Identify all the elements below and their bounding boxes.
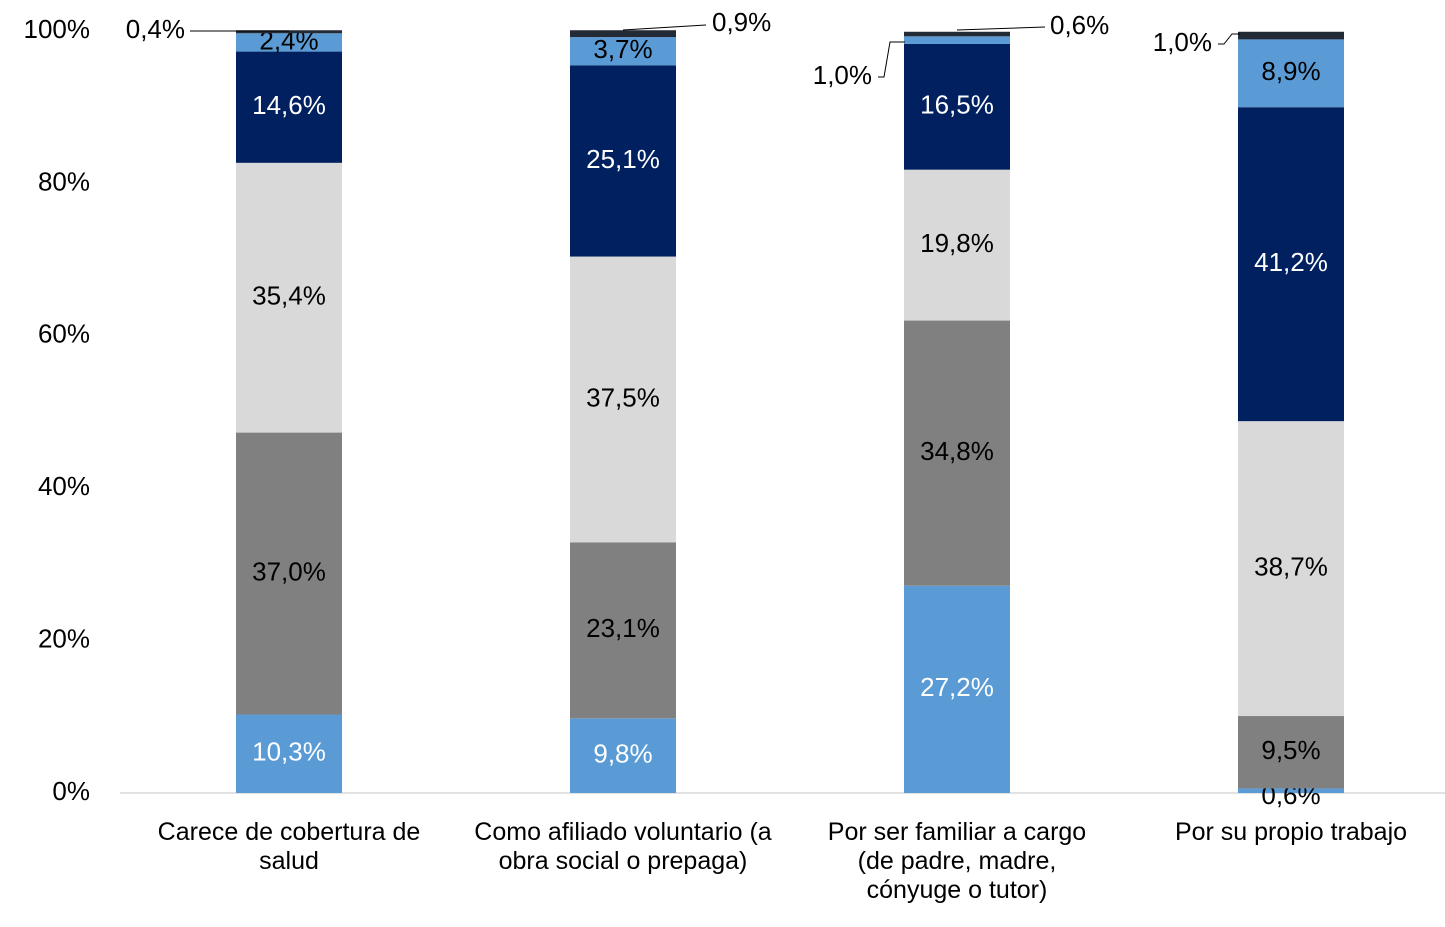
y-tick-label: 80%: [38, 166, 90, 196]
bar-segment: [570, 718, 676, 793]
value-label: 27,2%: [920, 672, 994, 702]
value-label: 10,3%: [252, 737, 326, 767]
leader-line: [878, 41, 905, 78]
bar-segment: [1238, 31, 1344, 40]
bar-segment: [570, 37, 676, 66]
bar-segment: [904, 169, 1010, 321]
value-label: 9,8%: [593, 739, 652, 769]
value-label: 3,7%: [593, 34, 652, 64]
bar-segment: [570, 256, 676, 543]
bar-segment: [570, 65, 676, 257]
value-label: 0,9%: [712, 7, 771, 37]
x-tick-label: Por ser familiar a cargo (de padre, madr…: [827, 818, 1087, 904]
bar-segment: [570, 30, 676, 38]
value-label: 34,8%: [920, 436, 994, 466]
value-label: 19,8%: [920, 228, 994, 258]
y-tick-label: 0%: [52, 776, 90, 806]
y-tick-label: 40%: [38, 471, 90, 501]
value-label: 0,6%: [1050, 10, 1109, 40]
leader-line: [956, 26, 1046, 31]
y-tick-label: 20%: [38, 623, 90, 653]
bar-segment: [1238, 716, 1344, 789]
value-label: 25,1%: [586, 144, 660, 174]
y-tick-label: 100%: [24, 14, 91, 44]
bar-segment: [904, 320, 1010, 586]
x-tick-label: Carece de cobertura de salud: [157, 818, 421, 875]
x-tick-label: Como afiliado voluntario (a obra social …: [474, 818, 772, 875]
bar-segment: [1238, 788, 1344, 793]
value-label: 23,1%: [586, 613, 660, 643]
value-label: 2,4%: [259, 25, 318, 55]
bar-segment: [904, 31, 1010, 37]
value-label: 1,0%: [1153, 27, 1212, 57]
bar-segment: [236, 51, 342, 163]
value-label: 14,6%: [252, 90, 326, 120]
bar-segment: [904, 36, 1010, 44]
bar-segment: [236, 162, 342, 433]
bar-segment: [904, 585, 1010, 793]
bar-segment: [1238, 421, 1344, 717]
value-label: 8,9%: [1261, 56, 1320, 86]
value-label: 38,7%: [1254, 551, 1328, 581]
value-label: 35,4%: [252, 281, 326, 311]
bar-segment: [236, 33, 342, 52]
bar-segment: [1238, 107, 1344, 422]
bar-segment: [236, 30, 342, 34]
x-tick-label: Por su propio trabajo: [1174, 818, 1408, 846]
bar-segment: [570, 542, 676, 719]
value-label: 9,5%: [1261, 735, 1320, 765]
value-label: 37,5%: [586, 382, 660, 412]
y-tick-label: 60%: [38, 319, 90, 349]
bar-segment: [904, 43, 1010, 170]
leader-line: [1218, 33, 1240, 45]
bar-segment: [1238, 39, 1344, 108]
bar-segment: [236, 714, 342, 793]
leader-line: [622, 24, 707, 31]
bar-segment: [236, 432, 342, 715]
value-label: 1,0%: [813, 60, 872, 90]
value-label: 0,4%: [126, 14, 185, 44]
value-label: 16,5%: [920, 90, 994, 120]
value-label: 41,2%: [1254, 247, 1328, 277]
value-label: 37,0%: [252, 556, 326, 586]
